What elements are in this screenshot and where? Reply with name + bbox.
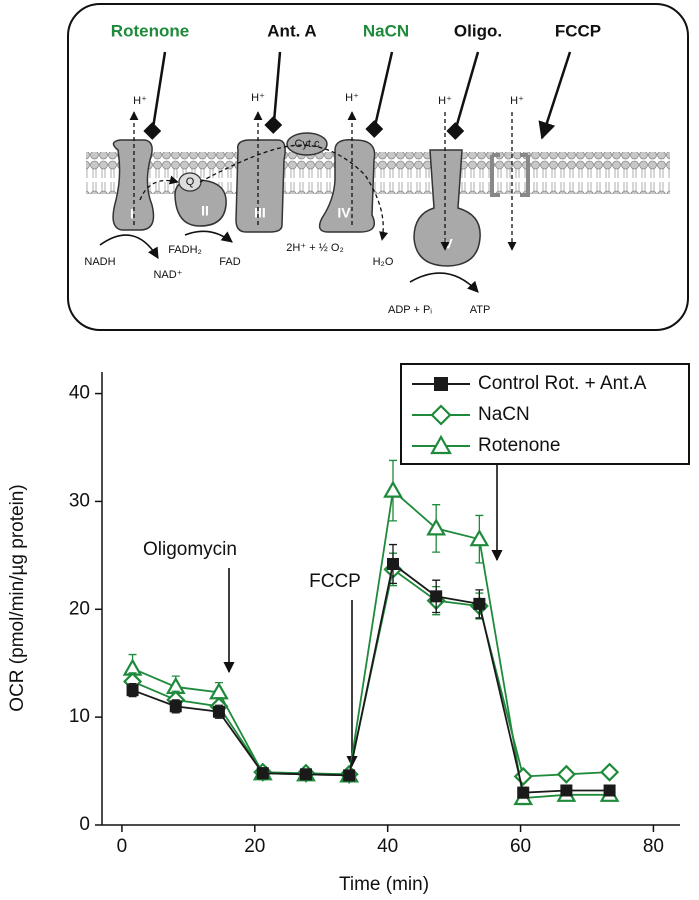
carrier-label: Cyt c <box>294 138 320 150</box>
marker <box>560 784 573 797</box>
substrate-label: 2H⁺ + ½ O₂ <box>286 242 343 254</box>
substrate-label: NADH <box>84 256 115 268</box>
y-tick-label: 40 <box>69 383 90 404</box>
legend-label: Rotenone <box>478 435 560 456</box>
y-tick-label: 10 <box>69 706 90 727</box>
x-tick-label: 20 <box>244 836 265 857</box>
inhibitor-label: NaCN <box>363 21 409 40</box>
proton-paths <box>129 111 517 251</box>
inhibitor-label: Rotenone <box>111 21 189 40</box>
proton-label: H⁺ <box>345 92 359 104</box>
legend-label: NaCN <box>478 404 530 425</box>
carrier-label: Q <box>186 176 195 188</box>
membrane <box>86 152 670 194</box>
complex-label: I <box>130 206 134 222</box>
x-tick-label: 80 <box>643 836 664 857</box>
chart: Time (min) OCR (pmol/min/µg protein) Oli… <box>7 363 690 895</box>
x-tick-label: 40 <box>377 836 398 857</box>
marker <box>256 767 269 780</box>
x-tick-label: 60 <box>510 836 531 857</box>
proton-label: H⁺ <box>438 95 452 107</box>
reaction-arrows <box>99 51 572 293</box>
complex-label: III <box>254 205 266 221</box>
marker <box>603 784 616 797</box>
proton-label: H⁺ <box>251 92 265 104</box>
series-line <box>132 488 610 799</box>
marker <box>473 597 486 610</box>
substrate-label: FADH₂ <box>168 244 202 256</box>
inhibitor-label: Oligo. <box>454 21 502 40</box>
y-tick-label: 30 <box>69 490 90 511</box>
marker <box>383 480 403 498</box>
diagram: I II III IV V Q Cyt c Rotenone Ant. A Na… <box>67 3 689 331</box>
marker <box>126 684 139 697</box>
marker <box>169 700 182 713</box>
marker <box>426 518 447 536</box>
legend-marker <box>434 377 448 391</box>
y-tick-label: 20 <box>69 598 90 619</box>
complex-label: IV <box>337 205 351 221</box>
x-axis-title: Time (min) <box>339 874 429 895</box>
legend-marker <box>430 404 452 426</box>
substrate-label: ADP + Pᵢ <box>388 304 432 316</box>
proton-label: H⁺ <box>510 95 524 107</box>
marker <box>386 557 399 570</box>
marker <box>343 769 356 782</box>
substrate-label: H₂O <box>373 256 394 268</box>
substrate-label: NAD⁺ <box>153 269 182 281</box>
annotation: FCCP <box>309 571 361 592</box>
substrate-label: ATP <box>470 304 491 316</box>
complex-label: II <box>201 203 209 219</box>
substrate-label: FAD <box>219 256 240 268</box>
series-line <box>132 562 610 794</box>
legend-label: Control Rot. + Ant.A <box>478 373 647 394</box>
inhibitor-label: FCCP <box>555 21 601 40</box>
marker <box>299 768 312 781</box>
y-axis-title: OCR (pmol/min/µg protein) <box>7 484 28 711</box>
marker <box>513 766 533 787</box>
legend: Control Rot. + Ant.A NaCN Rotenone <box>400 363 690 465</box>
marker <box>212 705 225 718</box>
marker <box>469 528 490 547</box>
legend-marker <box>430 434 452 455</box>
annotation: Oligomycin <box>143 539 237 560</box>
marker <box>556 764 576 784</box>
x-tick-label: 0 <box>117 836 128 857</box>
proton-label: H⁺ <box>133 95 147 107</box>
inhibitor-label: Ant. A <box>267 21 316 40</box>
y-tick-label: 0 <box>79 814 90 835</box>
marker <box>430 590 443 603</box>
annotation-arrows <box>223 465 503 768</box>
marker <box>517 786 530 799</box>
complexes <box>112 132 530 267</box>
marker <box>600 762 620 782</box>
